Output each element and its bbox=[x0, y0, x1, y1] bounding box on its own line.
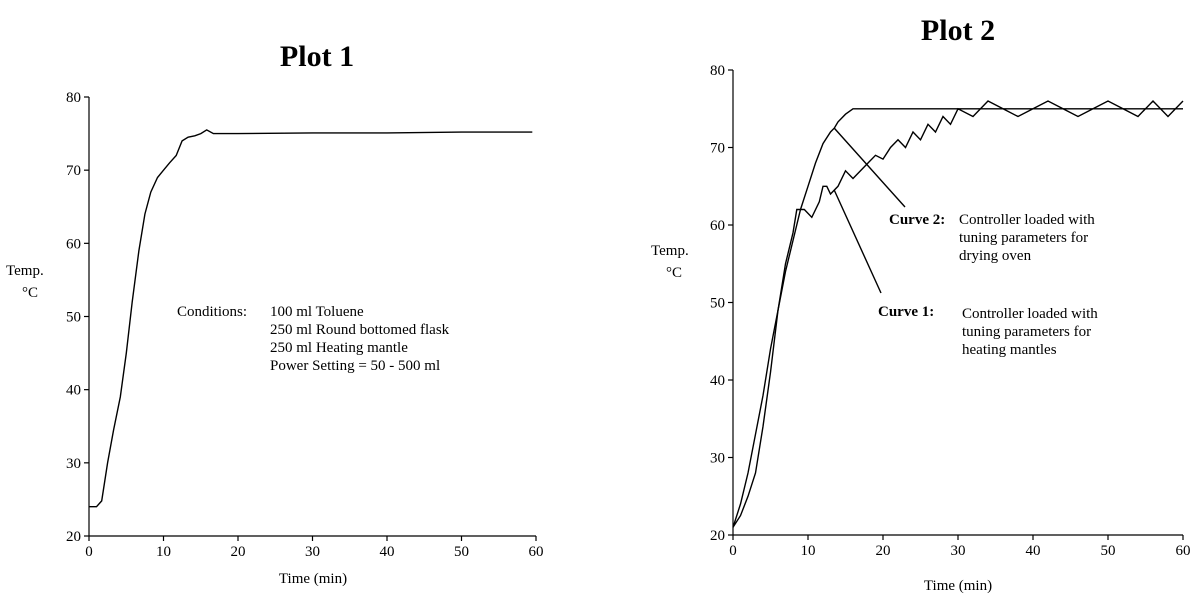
plot-2-y-axis-label: Temp. bbox=[651, 243, 689, 259]
plot-2-y-axis-unit: °C bbox=[666, 265, 682, 281]
plot-1-title: Plot 1 bbox=[280, 40, 354, 73]
plot-1-y-axis-unit: °C bbox=[22, 285, 38, 301]
plot-2-x-tick-label: 30 bbox=[951, 543, 966, 559]
conditions-line: 250 ml Heating mantle bbox=[270, 340, 408, 356]
plot-1-y-tick-label: 30 bbox=[66, 456, 81, 472]
plot-1-y-tick-label: 40 bbox=[66, 383, 81, 399]
plot-2-y-tick-label: 80 bbox=[710, 63, 725, 79]
plot-1-x-tick-label: 20 bbox=[231, 544, 246, 560]
plot-1-axes: 20 30 40 50 60 70 80 0 10 20 30 40 50 60 bbox=[66, 90, 544, 560]
plot-2-axes: 20 30 40 50 60 70 80 0 10 20 30 40 50 60 bbox=[710, 63, 1191, 559]
conditions-line: 250 ml Round bottomed flask bbox=[270, 322, 450, 338]
plot-1-y-tick-label: 70 bbox=[66, 163, 81, 179]
curve-1-annotation: Curve 1: Controller loaded with tuning p… bbox=[833, 189, 1098, 358]
curve-2-annotation: Curve 2: Controller loaded with tuning p… bbox=[833, 127, 1095, 264]
plot-1-series-line bbox=[89, 129, 533, 508]
plot-2-x-tick-label: 0 bbox=[729, 543, 737, 559]
plot-1-y-tick-label: 20 bbox=[66, 529, 81, 545]
plot-2-x-tick-label: 50 bbox=[1101, 543, 1116, 559]
plot-2-x-tick-label: 60 bbox=[1176, 543, 1191, 559]
plot-2-y-tick-label: 70 bbox=[710, 141, 725, 157]
plot-1-x-tick-label: 60 bbox=[529, 544, 544, 560]
plot-2-title: Plot 2 bbox=[921, 14, 995, 47]
plot-2: Plot 2 20 30 40 50 60 70 80 0 10 20 30 40 50 60 Time … bbox=[651, 14, 1191, 594]
plot-1-y-axis-label: Temp. bbox=[6, 263, 44, 279]
curve-1-note-line: heating mantles bbox=[962, 342, 1057, 358]
plot-2-curve-2-line bbox=[732, 108, 1183, 528]
plot-2-y-tick-label: 20 bbox=[710, 528, 725, 544]
curve-2-label: Curve 2: bbox=[889, 212, 945, 228]
curve-2-note-line: Controller loaded with bbox=[959, 212, 1095, 228]
plot-1-x-tick-label: 30 bbox=[305, 544, 320, 560]
plot-2-x-tick-label: 20 bbox=[876, 543, 891, 559]
plot-2-x-tick-label: 10 bbox=[801, 543, 816, 559]
curve-2-pointer-line bbox=[833, 127, 906, 208]
plot-1: Plot 1 20 30 40 50 60 70 80 0 10 20 30 40 50 60 Time … bbox=[6, 40, 544, 587]
plot-1-x-tick-label: 0 bbox=[85, 544, 93, 560]
plot-2-curve-1-line bbox=[732, 99, 1184, 528]
plot-1-y-tick-label: 50 bbox=[66, 310, 81, 326]
plot-2-lines bbox=[732, 99, 1184, 528]
plot-1-y-tick-label: 60 bbox=[66, 236, 81, 252]
plot-1-x-tick-label: 10 bbox=[156, 544, 171, 560]
curve-1-note-line: Controller loaded with bbox=[962, 306, 1098, 322]
plot-2-x-axis-label: Time (min) bbox=[924, 578, 992, 594]
plot-1-x-tick-label: 40 bbox=[380, 544, 395, 560]
curve-2-note-line: drying oven bbox=[959, 248, 1032, 264]
plot-1-conditions-note: Conditions: 100 ml Toluene 250 ml Round … bbox=[177, 304, 450, 374]
plot-1-y-tick-label: 80 bbox=[66, 90, 81, 106]
curve-1-label: Curve 1: bbox=[878, 304, 934, 320]
plot-2-x-tick-label: 40 bbox=[1026, 543, 1041, 559]
conditions-line: Power Setting = 50 - 500 ml bbox=[270, 358, 440, 374]
plot-1-lines bbox=[89, 129, 533, 508]
conditions-line: 100 ml Toluene bbox=[270, 304, 364, 320]
plot-1-x-tick-label: 50 bbox=[454, 544, 469, 560]
conditions-label: Conditions: bbox=[177, 304, 247, 320]
plot-2-y-tick-label: 30 bbox=[710, 451, 725, 467]
curve-1-note-line: tuning parameters for bbox=[962, 324, 1091, 340]
plot-2-y-tick-label: 40 bbox=[710, 373, 725, 389]
curve-2-note-line: tuning parameters for bbox=[959, 230, 1088, 246]
plot-2-y-tick-label: 60 bbox=[710, 218, 725, 234]
curve-1-pointer-line bbox=[833, 189, 882, 294]
plot-1-x-axis-label: Time (min) bbox=[279, 571, 347, 587]
plot-2-y-tick-label: 50 bbox=[710, 296, 725, 312]
